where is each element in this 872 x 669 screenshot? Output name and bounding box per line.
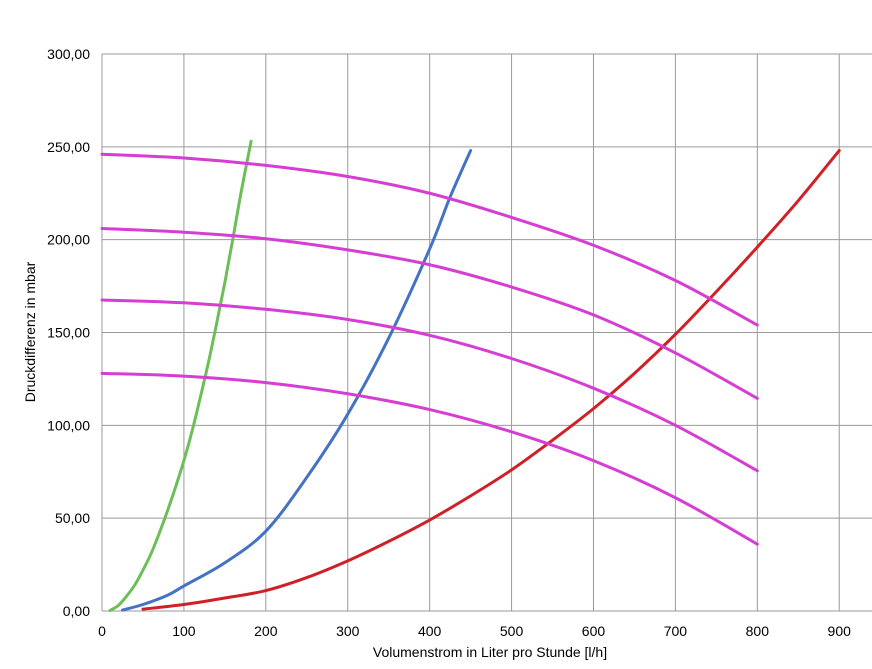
x-axis-label: Volumenstrom in Liter pro Stunde [l/h] — [373, 644, 607, 660]
y-tick-label: 300,00 — [47, 46, 90, 62]
series-line-2 — [120, 149, 473, 612]
y-tick-label: 150,00 — [47, 325, 90, 341]
x-tick-label: 200 — [254, 623, 278, 639]
x-tick-label: 600 — [582, 623, 606, 639]
x-tick-label: 100 — [172, 623, 196, 639]
x-tick-label: 800 — [746, 623, 770, 639]
x-tick-label: 0 — [98, 623, 106, 639]
tick-labels: 0,00 50,00 100,00 150,00 200,00 250,00 300,00 0… — [47, 46, 851, 639]
series-line-5 — [100, 227, 759, 400]
x-tick-label: 500 — [500, 623, 524, 639]
y-tick-label: 200,00 — [47, 232, 90, 248]
y-axis-label: Druckdifferenz in mbar — [22, 261, 38, 402]
x-tick-label: 300 — [336, 623, 360, 639]
grid — [101, 53, 872, 612]
series-line-7 — [100, 371, 759, 546]
x-tick-label: 700 — [664, 623, 688, 639]
series-line-6 — [100, 298, 759, 473]
x-tick-label: 900 — [828, 623, 852, 639]
y-tick-label: 50,00 — [55, 510, 90, 526]
x-tick-label: 400 — [418, 623, 442, 639]
series-line-1 — [108, 139, 253, 612]
y-tick-label: 100,00 — [47, 417, 90, 433]
series-line-4 — [100, 152, 759, 327]
y-tick-label: 0,00 — [63, 603, 90, 619]
y-tick-label: 250,00 — [47, 139, 90, 155]
series-group — [100, 139, 841, 612]
series-line-3 — [141, 149, 841, 611]
